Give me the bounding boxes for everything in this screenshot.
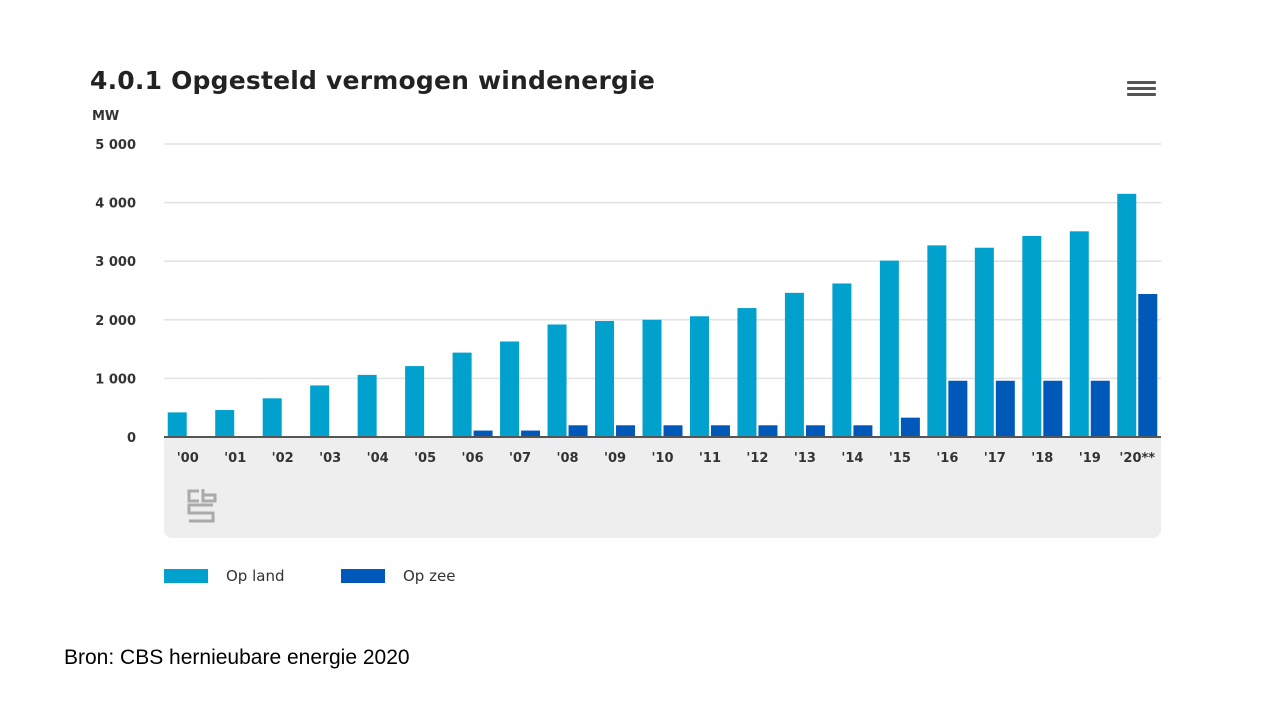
bar-op-zee [521,430,541,437]
bar-op-land [784,292,804,437]
x-tick-label: '19 [1079,451,1101,466]
y-tick-label: 2 000 [95,314,136,329]
x-tick-label: '15 [889,451,911,466]
hamburger-menu-icon[interactable] [1122,76,1162,100]
bar-op-land [1069,231,1089,437]
bar-op-zee [1090,380,1110,437]
x-tick-label: '17 [984,451,1006,466]
x-tick-label: '03 [319,451,341,466]
bar-op-zee [568,425,588,437]
bar-op-zee [995,380,1015,437]
bar-op-land [405,366,425,437]
legend-item-op-land[interactable]: Op land [164,565,284,587]
x-tick-label: '09 [604,451,626,466]
x-tick-label: '01 [224,451,246,466]
x-tick-label: '10 [651,451,673,466]
bar-op-zee [900,417,920,437]
y-tick-label: 1 000 [95,372,136,387]
cbs-logo [187,489,217,523]
bar-op-zee [616,425,636,437]
x-tick-label: '11 [699,451,721,466]
x-tick-label: '18 [1031,451,1053,466]
bar-op-zee [1138,294,1158,437]
source-caption: Bron: CBS hernieubare energie 2020 [64,646,410,669]
bar-op-zee [948,380,968,437]
bar-op-land [547,324,567,437]
legend-swatch-op-zee [341,569,385,583]
x-tick-label: '08 [557,451,579,466]
bar-op-land [595,320,615,437]
x-tick-label: '07 [509,451,531,466]
x-tick-label: '00 [177,451,199,466]
y-tick-label: 5 000 [95,138,136,153]
bar-op-land [689,316,709,437]
x-tick-label: '04 [367,451,389,466]
x-tick-label: '02 [272,451,294,466]
bar-op-zee [1043,380,1063,437]
chart-title: 4.0.1 Opgesteld vermogen windenergie [90,66,656,95]
bar-op-zee [473,430,493,437]
bar-op-zee [710,425,730,437]
x-tick-label: '16 [936,451,958,466]
legend-swatch-op-land [164,569,208,583]
y-axis-label: MW [92,109,119,124]
bar-op-zee [853,425,873,437]
y-tick-label: 3 000 [95,255,136,270]
bar-op-land [974,247,994,437]
bar-op-land [357,374,377,437]
y-tick-label: 0 [127,431,136,446]
bar-op-land [262,398,282,437]
x-tick-label: '20** [1119,451,1155,466]
bar-op-zee [805,425,825,437]
legend-label-op-land: Op land [226,567,285,585]
x-tick-label: '06 [462,451,484,466]
bar-op-land [452,352,472,437]
x-tick-label: '05 [414,451,436,466]
bar-op-zee [758,425,778,437]
x-tick-label: '13 [794,451,816,466]
bar-op-land [879,260,899,437]
bar-op-land [1022,236,1042,437]
bar-op-land [927,245,947,437]
bar-op-land [737,308,757,437]
legend-item-op-zee[interactable]: Op zee [341,565,455,587]
bar-op-land [215,410,235,437]
bar-op-land [167,412,187,437]
bar-op-land [642,319,662,437]
bar-op-land [832,283,852,437]
bar-op-land [1117,193,1137,437]
bar-op-zee [663,425,683,437]
x-tick-label: '14 [841,451,863,466]
legend-label-op-zee: Op zee [403,567,456,585]
bar-op-land [500,341,520,437]
x-tick-label: '12 [746,451,768,466]
y-tick-label: 4 000 [95,197,136,212]
chart-footer-band [164,437,1161,538]
bar-op-land [310,385,330,437]
